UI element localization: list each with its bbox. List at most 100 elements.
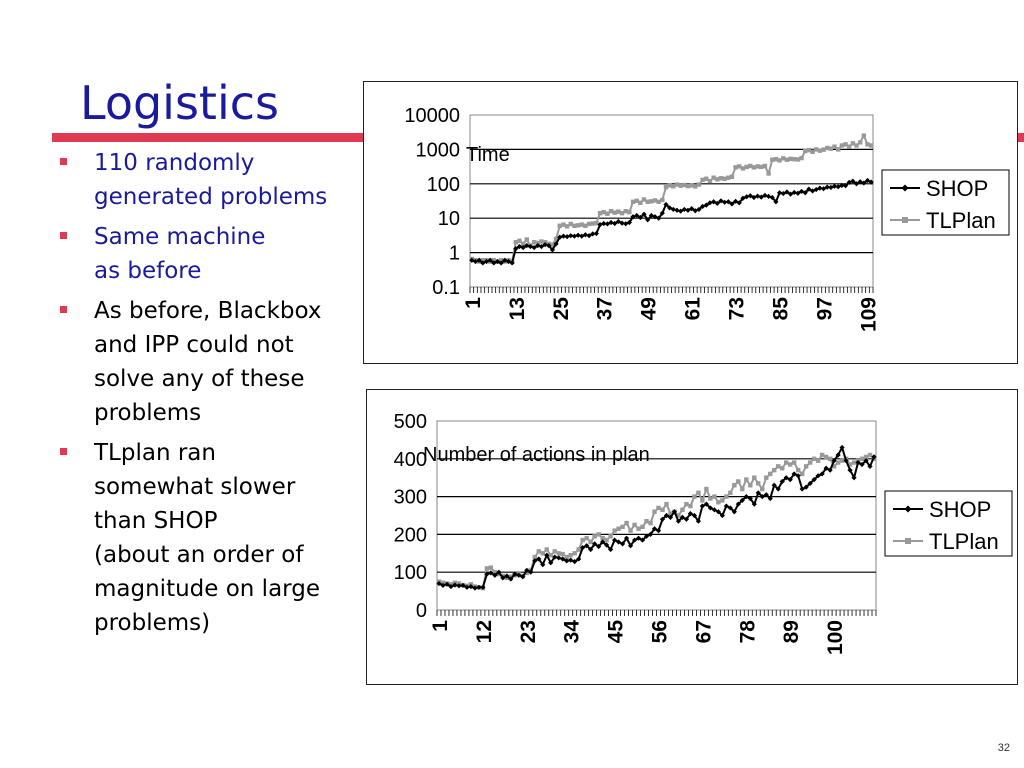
data-point-tlplan [788, 156, 793, 162]
data-point-shop [623, 221, 629, 227]
data-point-tlplan [572, 551, 577, 556]
data-point-tlplan [744, 477, 749, 482]
data-point-tlplan [843, 142, 848, 147]
actions-chart-svg: 500 400 300 200 100 01 12 23 34 45 56 67 78 89 100 Numb… [394, 411, 1013, 655]
y-tick-label: 100 [394, 562, 427, 584]
data-point-shop [703, 202, 709, 208]
data-point-tlplan [596, 532, 601, 537]
data-point-shop [468, 583, 474, 590]
data-point-shop [564, 234, 570, 240]
data-point-shop [754, 193, 761, 199]
data-point-shop [652, 214, 658, 220]
data-point-tlplan [752, 475, 757, 480]
legend-marker [902, 217, 908, 223]
data-point-tlplan [590, 221, 595, 226]
data-point-tlplan [736, 479, 741, 484]
data-point-tlplan [755, 164, 760, 169]
data-point-shop [799, 486, 805, 492]
data-point-tlplan [865, 142, 870, 147]
data-point-shop [549, 247, 556, 253]
data-point-tlplan [531, 240, 537, 245]
data-point-tlplan [795, 467, 801, 473]
y-tick-label: 0 [416, 600, 427, 622]
page-number: 32 [997, 742, 1010, 754]
data-point-shop [634, 212, 640, 219]
legend-label: TLPlan [929, 529, 999, 554]
x-tick-label: 49 [638, 297, 661, 320]
data-point-shop [601, 220, 607, 227]
data-point-shop [520, 244, 526, 251]
data-point-shop [807, 480, 813, 486]
y-tick-label: 200 [394, 524, 427, 546]
data-point-tlplan [814, 147, 819, 152]
data-point-tlplan [784, 157, 790, 162]
data-point-shop [619, 220, 625, 226]
data-point-tlplan [553, 236, 559, 242]
data-point-shop [871, 454, 877, 460]
x-tick-label: 67 [692, 620, 715, 643]
data-point-shop [714, 200, 720, 206]
x-tick-label: 89 [780, 620, 803, 643]
data-point-tlplan [556, 551, 561, 556]
data-point-shop [524, 242, 530, 249]
data-point-shop [674, 207, 680, 213]
data-point-shop [612, 220, 618, 227]
data-point-tlplan [839, 143, 845, 148]
data-point-tlplan [863, 454, 869, 460]
data-point-tlplan [583, 223, 588, 229]
data-point-shop [611, 537, 618, 543]
data-point-tlplan [552, 549, 557, 554]
data-point-tlplan [772, 467, 777, 473]
data-point-tlplan [712, 494, 717, 499]
data-point-shop [783, 475, 789, 481]
y-tick-label: 1 [449, 243, 460, 265]
data-point-shop [723, 503, 729, 509]
data-point-tlplan [708, 496, 713, 501]
y-tick-label: 1000 [416, 139, 461, 161]
data-point-tlplan [608, 208, 614, 214]
data-point-shop [727, 505, 733, 511]
data-point-tlplan [612, 528, 617, 533]
data-point-shop [700, 203, 706, 210]
data-point-tlplan [868, 143, 874, 148]
data-point-shop [784, 189, 790, 195]
data-point-shop [769, 194, 775, 201]
bullet-text: TLplan ran somewhat slower than SHOP (ab… [94, 440, 320, 636]
legend-label: SHOP [926, 176, 988, 201]
bullet-square-icon [60, 158, 67, 165]
data-point-tlplan [780, 466, 785, 471]
data-point-tlplan [580, 537, 585, 543]
data-point-tlplan [850, 141, 856, 146]
legend-box [881, 169, 1010, 236]
data-point-tlplan [704, 486, 709, 492]
data-point-tlplan [484, 566, 490, 571]
data-point-shop [855, 459, 861, 466]
data-point-tlplan [684, 501, 689, 507]
data-point-shop [863, 458, 869, 464]
data-point-shop [681, 206, 687, 213]
data-point-tlplan [636, 526, 641, 531]
plot-area [469, 114, 874, 288]
data-point-shop [824, 184, 830, 190]
data-point-shop [575, 232, 581, 238]
legend-label: SHOP [929, 497, 991, 522]
data-point-shop [707, 200, 713, 206]
x-tick-label: 73 [726, 297, 749, 320]
data-point-tlplan [704, 176, 709, 181]
data-point-shop [820, 186, 827, 192]
bullet-item: TLplan ran somewhat slower than SHOP (ab… [58, 436, 358, 640]
data-point-tlplan [707, 178, 713, 184]
data-point-tlplan [550, 242, 555, 247]
data-point-tlplan [539, 239, 544, 244]
data-point-tlplan [811, 456, 817, 461]
data-point-tlplan [859, 456, 865, 461]
data-point-shop [687, 511, 694, 517]
data-point-shop [780, 190, 786, 197]
data-point-tlplan [640, 524, 645, 530]
data-point-tlplan [576, 547, 581, 552]
data-point-shop [571, 233, 578, 239]
data-point-tlplan [440, 580, 446, 585]
data-point-shop [689, 206, 695, 212]
data-point-shop [864, 177, 871, 184]
